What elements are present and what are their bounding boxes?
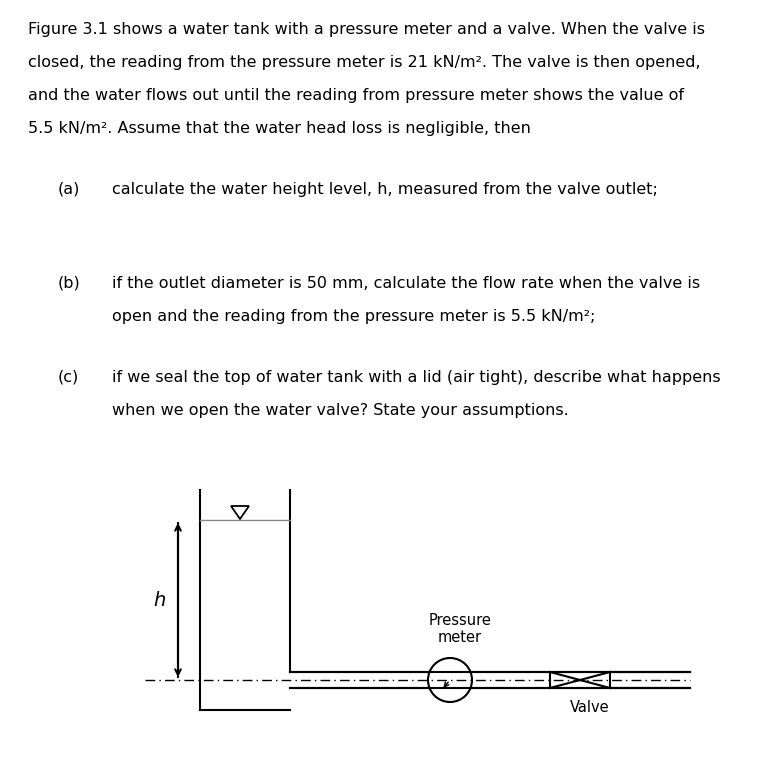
Text: Figure 3.1 shows a water tank with a pressure meter and a valve. When the valve : Figure 3.1 shows a water tank with a pre… [28,22,705,37]
Text: 5.5 kN/m². Assume that the water head loss is negligible, then: 5.5 kN/m². Assume that the water head lo… [28,121,531,136]
Text: calculate the water height level, h, measured from the valve outlet;: calculate the water height level, h, mea… [112,182,658,197]
Text: if the outlet diameter is 50 mm, calculate the flow rate when the valve is: if the outlet diameter is 50 mm, calcula… [112,276,700,291]
Text: h: h [154,591,166,610]
Text: when we open the water valve? State your assumptions.: when we open the water valve? State your… [112,403,569,418]
Text: Valve: Valve [570,700,610,715]
Text: and the water flows out until the reading from pressure meter shows the value of: and the water flows out until the readin… [28,88,684,103]
Text: closed, the reading from the pressure meter is 21 kN/m². The valve is then opene: closed, the reading from the pressure me… [28,55,701,70]
Text: (b): (b) [58,276,80,291]
Text: if we seal the top of water tank with a lid (air tight), describe what happens: if we seal the top of water tank with a … [112,370,721,385]
Text: open and the reading from the pressure meter is 5.5 kN/m²;: open and the reading from the pressure m… [112,309,595,324]
Text: (a): (a) [58,182,80,197]
Text: (c): (c) [58,370,79,385]
Text: Pressure
meter: Pressure meter [429,613,491,645]
